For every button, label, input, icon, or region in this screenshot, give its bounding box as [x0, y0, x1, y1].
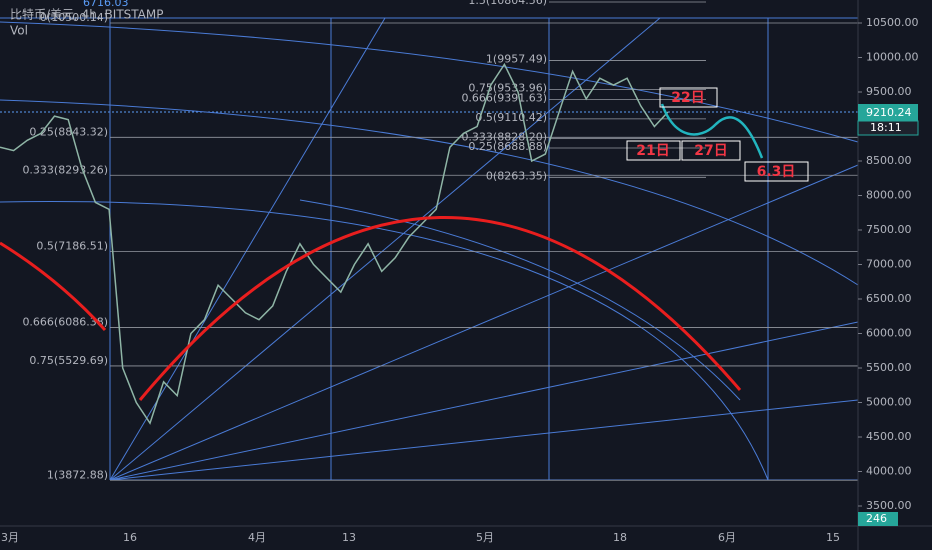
- price-tag: [858, 104, 918, 121]
- red-arc: [0, 241, 107, 332]
- time-tag-text: 18:11: [870, 121, 902, 134]
- ann-box: [659, 87, 718, 108]
- fib-label: 0.5(9110.42): [475, 111, 547, 124]
- x-tick-label: 6月: [718, 531, 736, 544]
- fib-label: 1.5(10804.56): [468, 0, 547, 7]
- y-tick-label: 9500.00: [866, 85, 912, 98]
- y-tick-label: 7000.00: [866, 258, 912, 271]
- red-arc: [138, 216, 742, 401]
- x-tick-label: 18: [613, 531, 627, 544]
- arc: [0, 201, 769, 481]
- ann-box: [681, 140, 741, 161]
- fan-line: [109, 17, 386, 481]
- axis: 3500.00 4000.00 4500.00 5000.00 5500.00 6000.…: [1, 16, 919, 544]
- fib-label: 0.5(7186.51): [36, 240, 108, 253]
- x-tick-label: 15: [826, 531, 840, 544]
- y-tick-label: 5000.00: [866, 396, 912, 409]
- y-tick-label: 5500.00: [866, 361, 912, 374]
- y-tick-label: 3500.00: [866, 499, 912, 512]
- annotation: 22日: [671, 90, 704, 106]
- x-tick-label: 4月: [248, 531, 266, 544]
- y-tick-label: 7500.00: [866, 223, 912, 236]
- price-tag-text: 9210.24: [866, 106, 912, 119]
- arc: [0, 21, 859, 143]
- x-tick-label: 3月: [1, 531, 19, 544]
- y-tick-label: 10500.00: [866, 16, 919, 29]
- fib-levels: 0(10500.14) 0.25(8843.32) 0.333(8293.26) 0.…: [22, 0, 858, 481]
- arc: [0, 99, 859, 286]
- fan-line: [109, 399, 859, 481]
- x-tick-label: 13: [342, 531, 356, 544]
- ann-box: [626, 140, 681, 161]
- top-value: 6716.03: [83, 0, 129, 9]
- x-tick-label: 5月: [476, 531, 494, 544]
- fan-line: [109, 321, 859, 481]
- fan-line: [109, 17, 661, 481]
- fan-line: [109, 164, 859, 481]
- fib-label: 0.25(8843.32): [29, 125, 108, 138]
- y-tick-label: 8000.00: [866, 189, 912, 202]
- price-line: [0, 62, 669, 425]
- y-tick-label: 6500.00: [866, 292, 912, 305]
- fib-label: 1(9957.49): [486, 52, 547, 65]
- y-tick-label: 4500.00: [866, 430, 912, 443]
- annotation: 6.3日: [757, 164, 796, 180]
- vol-tag: [858, 512, 898, 526]
- fib-label: 0.333(8293.26): [22, 163, 108, 176]
- annotations: [626, 87, 809, 182]
- volume-label: Vol: [10, 24, 28, 38]
- x-tick-label: 16: [123, 531, 137, 544]
- y-tick-label: 4000.00: [866, 465, 912, 478]
- fib-label: 0.666(9391.63): [461, 91, 547, 104]
- fib-label: 0.25(8688.88): [468, 140, 547, 153]
- fib-label: 1(3872.88): [47, 468, 108, 481]
- fib-label: 0.666(6086.38): [22, 316, 108, 329]
- fib-label: 0.75(5529.69): [29, 354, 108, 367]
- y-tick-label: 8500.00: [866, 154, 912, 167]
- ann-box: [744, 161, 809, 182]
- y-tick-label: 6000.00: [866, 327, 912, 340]
- y-tick-label: 10000.00: [866, 51, 919, 64]
- title: 比特币/美元, 4h, BITSTAMP: [10, 7, 163, 22]
- annotation: 27日: [694, 143, 727, 159]
- drawings: [0, 17, 859, 481]
- arc: [299, 199, 741, 401]
- price: [0, 62, 669, 425]
- annotation: 21日: [636, 143, 669, 159]
- fib-label: 0(10500.14): [40, 11, 108, 24]
- time-tag: [857, 120, 919, 136]
- vol-tag-text: 246: [866, 512, 887, 525]
- projection: [660, 103, 764, 159]
- fib-label: 0(8263.35): [486, 169, 547, 182]
